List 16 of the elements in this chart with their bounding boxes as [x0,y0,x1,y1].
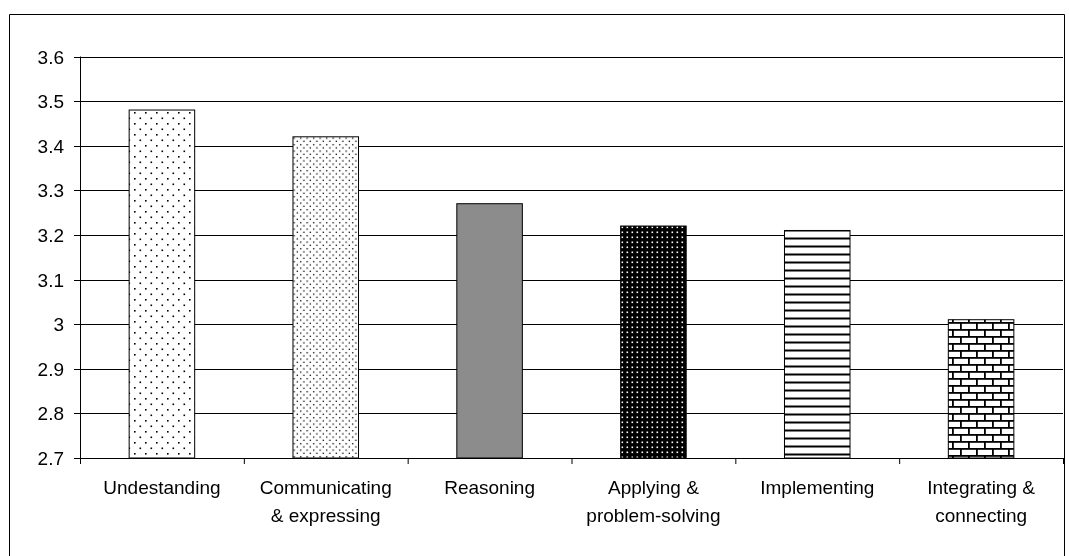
y-tick-label: 3.2 [37,225,64,246]
y-tick-label: 3.1 [37,270,64,291]
y-tick-label: 3.3 [37,180,64,201]
y-tick-label: 3.5 [37,91,64,112]
x-tick-label: Applying & problem-solving [586,477,721,526]
y-tick-label: 2.8 [37,403,64,424]
y-tick-label: 3.4 [37,136,65,157]
y-tick-label: 3 [53,314,64,335]
x-tick-label: Reasoning [444,477,536,498]
x-tick-label: Integrating & connecting [927,477,1036,526]
y-tick-label: 2.7 [37,448,64,469]
x-tick-label: Undestanding [103,477,221,498]
x-tick-label: Communicating & expressing [259,477,392,526]
y-tick-label: 2.9 [37,359,64,380]
y-tick-label: 3.6 [37,47,64,68]
x-tick-label: Implementing [760,477,875,498]
